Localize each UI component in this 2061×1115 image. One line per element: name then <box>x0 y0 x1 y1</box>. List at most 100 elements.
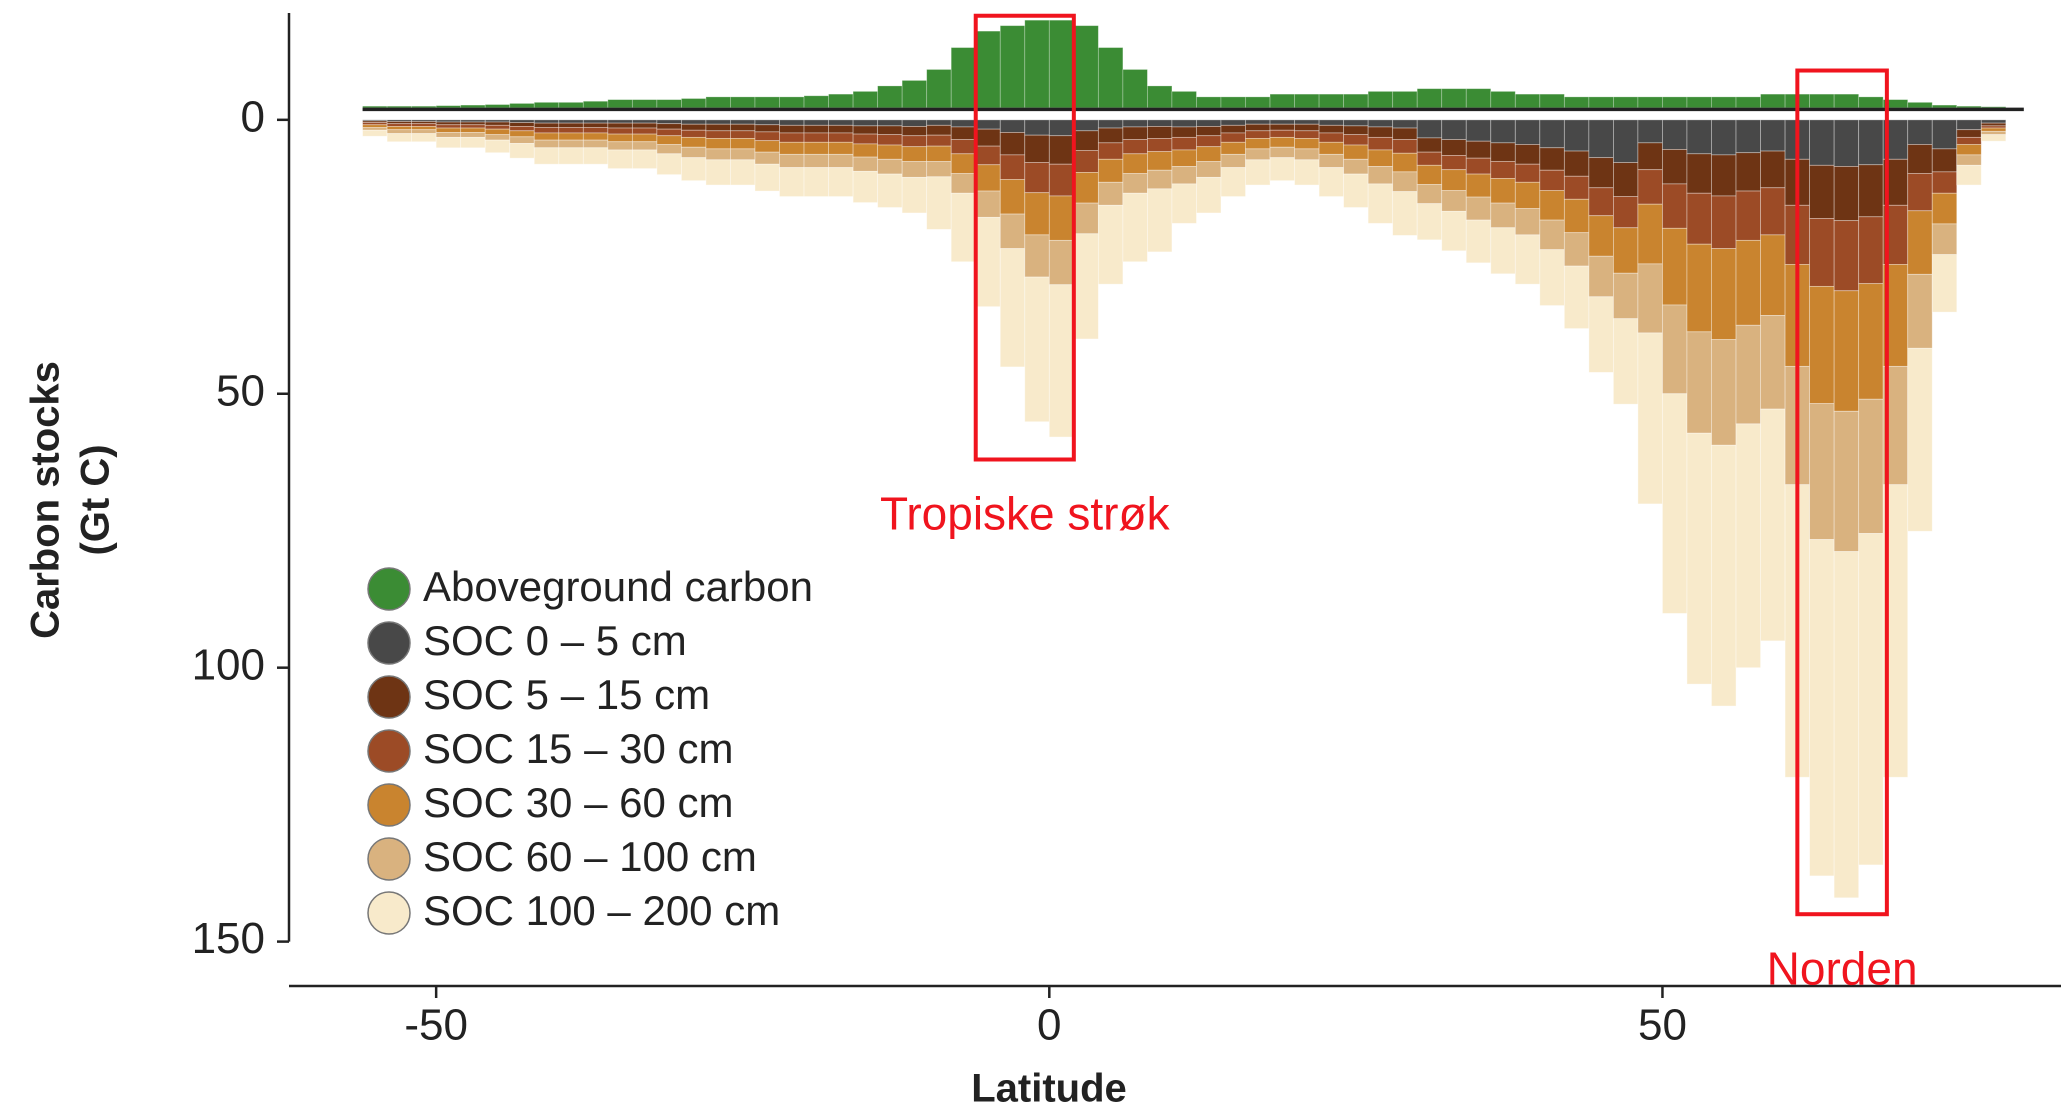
legend-swatch <box>367 837 411 881</box>
soil-bar <box>779 119 805 126</box>
aboveground-bar <box>460 104 486 109</box>
soil-bar <box>1809 403 1835 540</box>
aboveground-bar <box>1367 90 1394 109</box>
soil-bar <box>705 123 731 132</box>
soil-bar <box>1147 169 1173 190</box>
aboveground-bar <box>901 80 928 109</box>
soil-bar <box>1318 141 1345 155</box>
soil-bar <box>1441 119 1467 140</box>
soil-bar <box>362 127 388 131</box>
soil-bar <box>681 146 707 159</box>
soil-bar <box>1367 165 1394 185</box>
aboveground-bar <box>509 103 535 109</box>
soil-bar <box>1760 408 1786 642</box>
soil-bar <box>1147 151 1173 171</box>
soil-bar <box>1024 192 1050 236</box>
soil-bar <box>1809 164 1835 219</box>
soil-bar <box>1539 249 1565 306</box>
soil-bar <box>1147 188 1173 253</box>
aboveground-bar <box>1122 69 1148 109</box>
soil-bar <box>435 127 462 133</box>
soil-bar <box>460 136 486 149</box>
soil-bar <box>1465 140 1492 159</box>
soil-bar <box>1220 119 1246 126</box>
soil-bar <box>509 126 535 132</box>
soil-bar <box>1514 234 1541 285</box>
soil-bar <box>460 127 486 133</box>
soil-bar <box>1318 132 1345 143</box>
soil-bar <box>460 132 486 138</box>
aboveground-bar <box>533 101 560 109</box>
soil-bar <box>1539 190 1565 221</box>
soil-bar <box>950 192 977 263</box>
soil-bar <box>1245 159 1271 186</box>
soil-bar <box>779 153 805 168</box>
soil-bar <box>950 153 977 174</box>
soil-bar <box>1858 119 1884 166</box>
soil-bar <box>1735 324 1761 425</box>
soil-bar <box>852 133 879 145</box>
aboveground-bar <box>1392 90 1418 109</box>
soil-bar <box>1147 126 1173 139</box>
aboveground-bar <box>1171 90 1197 109</box>
soil-bar <box>460 121 486 126</box>
soil-bar <box>1416 151 1443 166</box>
soil-bar <box>1686 119 1712 155</box>
soil-bar <box>1490 178 1516 204</box>
soil-bar <box>1931 192 1958 225</box>
soil-bar <box>1833 290 1860 412</box>
aboveground-bar <box>1563 96 1590 109</box>
soil-bar <box>1588 187 1614 217</box>
soil-bar <box>1907 173 1933 212</box>
soil-bar <box>1048 163 1075 197</box>
soil-bar <box>1024 234 1050 278</box>
soil-bar <box>1245 148 1271 161</box>
soil-bar <box>1343 144 1369 160</box>
annotation: Norden <box>1767 942 1918 994</box>
soil-bar <box>1514 163 1541 183</box>
soil-bar <box>1711 444 1737 707</box>
soil-bar <box>877 134 903 146</box>
aboveground-bar <box>1245 96 1271 109</box>
soil-bar <box>558 122 584 128</box>
soil-bar <box>1416 119 1443 139</box>
y-tick-label: 100 <box>192 640 265 689</box>
soil-bar <box>1269 119 1295 125</box>
soil-bar <box>779 141 805 155</box>
soil-bar <box>533 119 560 124</box>
legend-swatch <box>367 675 411 719</box>
soil-bar <box>582 127 609 134</box>
soil-bar <box>1048 284 1075 438</box>
annotation: Tropiske strøk <box>880 488 1171 540</box>
soil-bar <box>754 131 780 142</box>
soil-bar <box>852 170 879 203</box>
soil-bar <box>1269 129 1295 138</box>
soil-bar <box>1686 331 1712 434</box>
aboveground-bar <box>1662 96 1688 109</box>
aboveground-bar <box>1613 96 1639 109</box>
legend-label: SOC 5 – 15 cm <box>423 671 710 718</box>
soil-bar <box>901 146 928 162</box>
soil-bar <box>1367 119 1394 128</box>
soil-bar <box>582 132 609 141</box>
soil-bar <box>533 147 560 165</box>
soil-bar <box>1196 176 1222 214</box>
soil-bar <box>803 141 829 155</box>
aboveground-bar <box>484 104 511 109</box>
soil-bar <box>656 153 682 176</box>
soil-bar <box>901 126 928 137</box>
soil-bar <box>1367 126 1394 138</box>
soil-bar <box>779 167 805 197</box>
soil-bar <box>1490 227 1516 275</box>
soil-bar <box>705 138 731 150</box>
soil-bar <box>1662 227 1688 306</box>
soil-bar <box>1122 139 1148 155</box>
soil-bar <box>828 124 854 134</box>
aboveground-bar <box>950 47 977 109</box>
soil-bar <box>509 119 535 123</box>
soil-bar <box>1171 119 1197 128</box>
soil-bar <box>509 142 535 159</box>
soil-bar <box>435 136 462 149</box>
soil-bar <box>1465 173 1492 198</box>
soil-bar <box>754 124 780 133</box>
